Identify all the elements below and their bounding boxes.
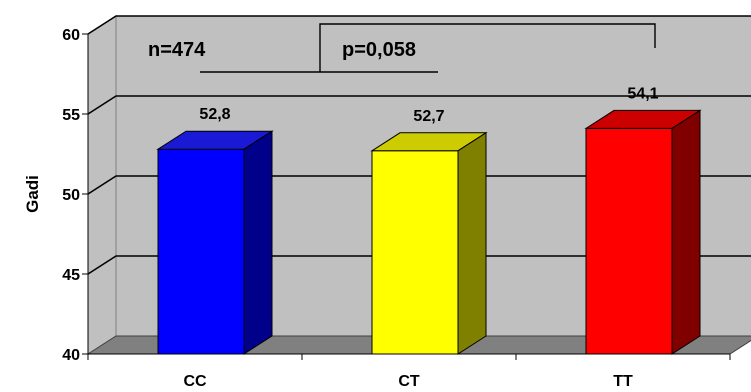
- x-tick-label: CC: [183, 373, 207, 390]
- bar-side: [671, 109, 701, 355]
- data-label: 52,8: [199, 106, 230, 123]
- bar-cc: [156, 130, 274, 355]
- bar-tt: [584, 109, 702, 355]
- gridline: [87, 175, 751, 195]
- bar-side: [457, 131, 487, 355]
- n-label: n=474: [148, 39, 206, 61]
- bar-front: [585, 127, 673, 355]
- y-tick-label: 45: [62, 267, 80, 284]
- gridline: [87, 15, 751, 35]
- bar-side: [243, 130, 273, 355]
- y-tick-label: 55: [62, 107, 80, 124]
- gridline: [87, 255, 751, 275]
- bar-ct: [370, 131, 488, 355]
- y-axis-label: Gadi: [23, 175, 42, 213]
- data-label: 54,1: [627, 85, 658, 102]
- bar-front: [371, 150, 459, 355]
- x-tick-label: CT: [398, 373, 420, 390]
- y-tick-label: 50: [62, 187, 80, 204]
- bar-front: [157, 148, 245, 355]
- y-tick-label: 40: [62, 347, 80, 364]
- x-tick-label: TT: [613, 373, 633, 390]
- bracket-upper-line: [319, 23, 656, 72]
- data-label: 52,7: [413, 108, 444, 125]
- y-tick-label: 60: [62, 27, 80, 44]
- gridline: [87, 95, 751, 115]
- p-value-label: p=0,058: [342, 39, 416, 61]
